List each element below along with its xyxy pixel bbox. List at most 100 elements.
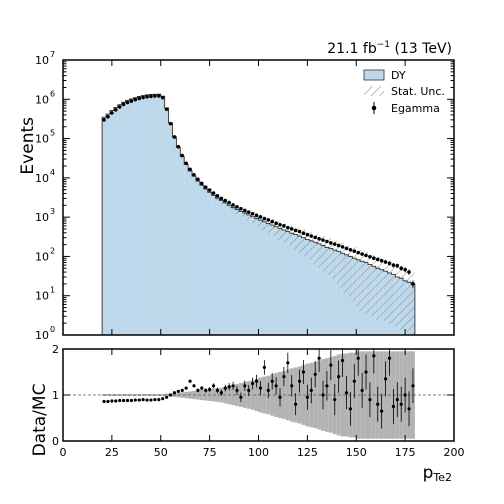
ratio-unc-band: [125, 394, 130, 396]
data-point: [153, 94, 157, 98]
mc-bar: [164, 108, 169, 335]
data-point: [278, 222, 282, 227]
stat-unc-band: [324, 237, 329, 275]
stat-unc-band: [238, 207, 243, 217]
ratio-point: [274, 384, 278, 388]
mc-bar: [238, 211, 243, 335]
mc-bar: [125, 100, 130, 335]
ratio-unc-band: [106, 394, 110, 396]
ratio-point: [395, 398, 399, 402]
ratio-point: [254, 379, 259, 383]
data-point: [137, 96, 142, 101]
ratio-point: [145, 398, 149, 402]
ratio-point: [208, 387, 212, 392]
ratio-point: [387, 356, 392, 360]
ratio-point: [149, 398, 153, 402]
data-point: [282, 224, 286, 228]
stat-unc-band: [340, 242, 345, 293]
data-point: [235, 205, 239, 209]
ratio-point: [333, 398, 337, 402]
mc-bar: [258, 220, 263, 335]
y-axis-title-ratio: Data/MC: [30, 384, 50, 457]
main-y-tick-exponent: 5: [50, 129, 55, 138]
stat-unc-band: [305, 230, 310, 259]
ratio-point: [344, 391, 349, 395]
ratio-point: [352, 379, 356, 383]
stat-unc-band: [403, 269, 408, 332]
x-axis-title: pTe2: [423, 463, 452, 484]
data-point: [360, 252, 364, 256]
ratio-point: [211, 384, 216, 388]
ratio-point: [297, 379, 302, 383]
stat-unc-band: [410, 272, 415, 335]
data-point: [329, 241, 333, 245]
data-point: [113, 107, 118, 112]
stat-unc-band: [360, 249, 365, 313]
ratio-point: [223, 386, 227, 390]
legend-unc-swatch: [364, 86, 384, 96]
stat-unc-band: [297, 227, 302, 253]
data-point: [274, 221, 278, 226]
ratio-unc-band: [364, 351, 368, 439]
ratio-point: [411, 384, 415, 388]
ratio-y-tick-label: 1: [52, 389, 59, 402]
ratio-unc-band: [195, 390, 200, 400]
main-y-tick-exponent: 7: [50, 50, 55, 59]
ratio-point: [247, 388, 251, 392]
data-point: [180, 153, 185, 158]
legend-unc-label: Stat. Unc.: [391, 85, 445, 98]
data-point: [227, 200, 231, 205]
ratio-unc-band: [235, 383, 239, 407]
data-point: [125, 100, 130, 105]
ratio-point: [106, 399, 110, 404]
ratio-point: [364, 370, 368, 374]
data-point: [321, 238, 325, 242]
data-point: [297, 229, 302, 234]
data-point: [223, 198, 228, 203]
ratio-point: [196, 388, 200, 392]
mc-bar: [340, 253, 345, 335]
data-point: [309, 234, 314, 238]
ratio-point: [102, 399, 106, 404]
stat-unc-band: [274, 220, 279, 238]
stat-unc-band: [321, 235, 325, 272]
main-y-tick-exponent: 0: [50, 325, 55, 334]
stat-unc-band: [356, 248, 361, 311]
mc-bar: [285, 231, 290, 335]
data-point: [305, 232, 310, 237]
ratio-point: [325, 384, 329, 388]
data-point: [117, 105, 122, 109]
ratio-point: [180, 388, 184, 392]
mc-bar: [278, 228, 282, 335]
legend-dy-label: DY: [391, 69, 406, 82]
main-y-tick-label: 10: [35, 211, 49, 224]
mc-bar: [152, 94, 157, 335]
mc-bar: [270, 225, 275, 335]
ratio-unc-band: [129, 394, 134, 396]
ratio-unc-band: [215, 388, 220, 402]
ratio-point: [301, 370, 306, 374]
data-point: [348, 247, 353, 252]
ratio-plot-area: [63, 349, 454, 439]
ratio-point: [403, 393, 407, 397]
ratio-point: [399, 402, 403, 406]
mc-bar: [109, 110, 114, 335]
data-point: [207, 188, 212, 192]
lumi-label: 21.1 fb−1 (13 TeV): [327, 40, 452, 57]
mc-bar: [188, 170, 193, 335]
mc-bar: [121, 102, 126, 335]
data-point: [239, 206, 243, 211]
stat-unc-band: [391, 262, 396, 326]
stat-unc-band: [364, 251, 368, 314]
stat-unc-band: [258, 214, 263, 229]
ratio-point: [161, 397, 165, 401]
data-point: [102, 118, 106, 122]
stat-unc-band: [348, 245, 353, 300]
mc-bar: [324, 247, 329, 335]
ratio-point: [329, 363, 333, 367]
data-point: [129, 99, 134, 103]
ratio-unc-band: [285, 369, 290, 421]
x-tick-label: 200: [444, 446, 465, 459]
legend: DY Stat. Unc. Egamma: [363, 69, 445, 115]
ratio-point: [125, 398, 130, 403]
